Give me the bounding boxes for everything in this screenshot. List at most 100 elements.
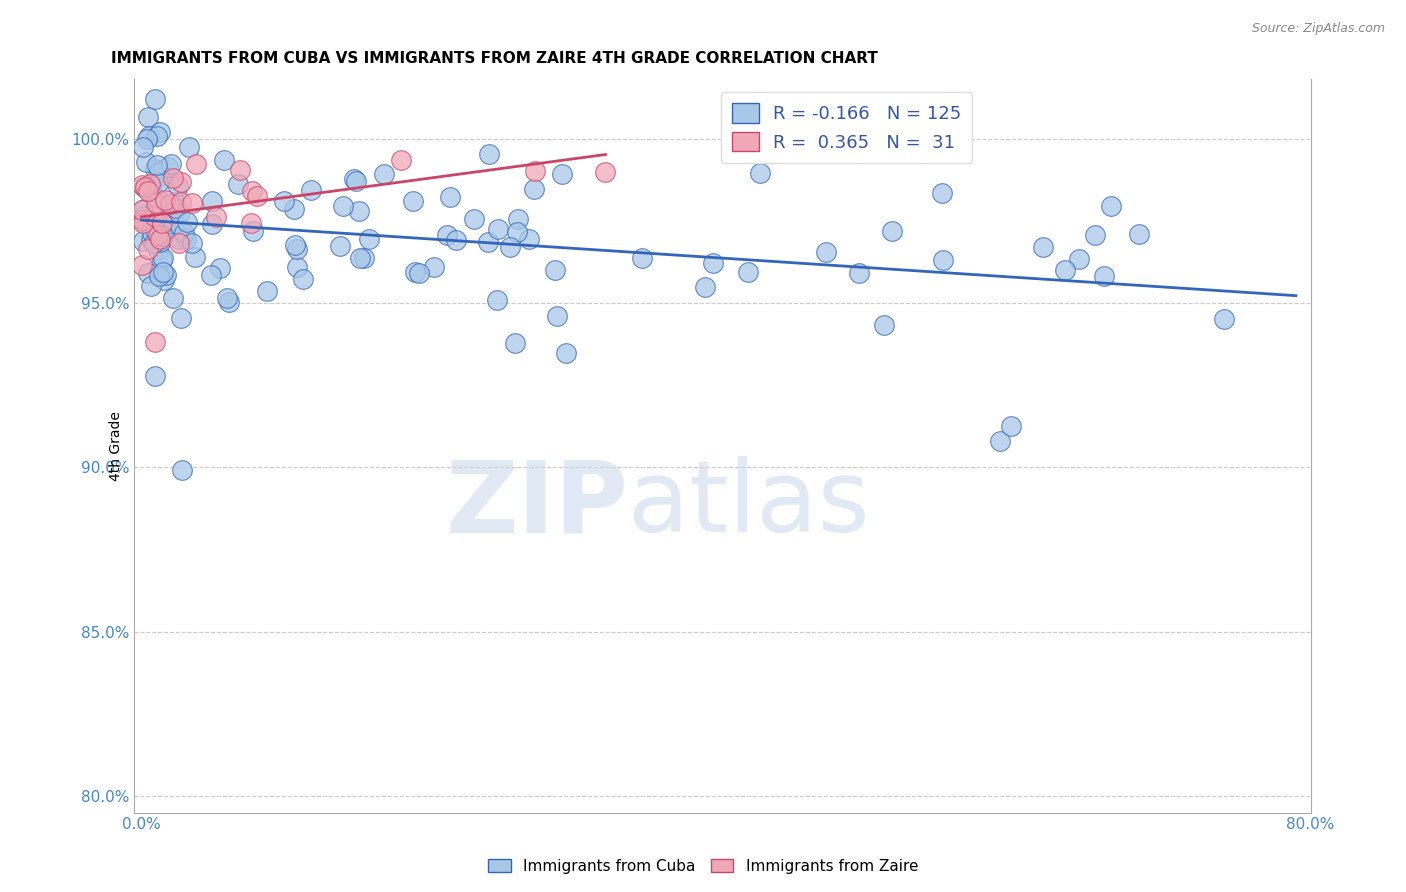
Point bbox=[359, 232, 381, 246]
Point bbox=[695, 280, 717, 294]
Point bbox=[284, 238, 307, 252]
Point bbox=[136, 132, 159, 146]
Point bbox=[167, 236, 190, 251]
Point bbox=[347, 204, 370, 219]
Point bbox=[131, 178, 153, 193]
Point bbox=[170, 194, 193, 209]
Point bbox=[1092, 268, 1115, 283]
Point bbox=[229, 162, 252, 177]
Point bbox=[463, 212, 485, 227]
Point bbox=[170, 310, 193, 325]
Point bbox=[256, 284, 278, 298]
Point bbox=[150, 216, 173, 230]
Text: Source: ZipAtlas.com: Source: ZipAtlas.com bbox=[1251, 22, 1385, 36]
Point bbox=[329, 239, 352, 253]
Point bbox=[148, 228, 170, 243]
Point bbox=[149, 125, 172, 139]
Point bbox=[814, 245, 837, 260]
Point bbox=[273, 194, 295, 208]
Point bbox=[205, 210, 228, 224]
Point bbox=[183, 251, 205, 265]
Y-axis label: 4th Grade: 4th Grade bbox=[110, 411, 122, 481]
Point bbox=[218, 294, 240, 309]
Point bbox=[134, 209, 156, 223]
Point bbox=[436, 228, 458, 243]
Point bbox=[486, 222, 509, 236]
Point bbox=[344, 174, 367, 188]
Point bbox=[1032, 240, 1054, 254]
Point bbox=[141, 226, 163, 240]
Point bbox=[285, 260, 308, 275]
Point bbox=[546, 309, 568, 323]
Point bbox=[228, 177, 250, 191]
Point bbox=[143, 335, 166, 350]
Point bbox=[132, 140, 155, 154]
Point bbox=[439, 190, 461, 204]
Point bbox=[152, 252, 174, 266]
Point bbox=[200, 268, 222, 282]
Point bbox=[132, 214, 155, 228]
Point bbox=[214, 153, 236, 167]
Point bbox=[135, 155, 157, 169]
Point bbox=[138, 128, 160, 143]
Point bbox=[1069, 252, 1091, 266]
Point bbox=[139, 177, 162, 191]
Point bbox=[239, 216, 262, 230]
Point bbox=[143, 223, 166, 237]
Point bbox=[1053, 262, 1076, 277]
Point bbox=[136, 242, 159, 256]
Point bbox=[163, 216, 186, 230]
Point bbox=[240, 184, 263, 198]
Point bbox=[517, 231, 540, 245]
Point bbox=[444, 233, 467, 247]
Point bbox=[349, 252, 371, 266]
Point bbox=[143, 92, 166, 106]
Point bbox=[174, 232, 197, 246]
Point bbox=[146, 198, 169, 212]
Point bbox=[391, 153, 413, 167]
Point bbox=[1212, 312, 1234, 326]
Point bbox=[595, 165, 617, 179]
Point bbox=[150, 221, 173, 235]
Point bbox=[131, 258, 153, 272]
Point bbox=[749, 165, 772, 179]
Point bbox=[505, 225, 527, 239]
Point bbox=[146, 128, 169, 143]
Point bbox=[292, 272, 315, 286]
Point bbox=[523, 181, 546, 195]
Point bbox=[200, 194, 222, 208]
Point bbox=[353, 251, 375, 265]
Point bbox=[880, 224, 903, 238]
Point bbox=[159, 157, 181, 171]
Point bbox=[152, 229, 174, 244]
Point bbox=[737, 265, 759, 279]
Point bbox=[143, 368, 166, 383]
Point bbox=[162, 291, 184, 305]
Point bbox=[702, 256, 724, 270]
Point bbox=[139, 180, 162, 194]
Point bbox=[554, 346, 576, 360]
Point bbox=[402, 194, 425, 208]
Text: ZIP: ZIP bbox=[446, 456, 628, 553]
Point bbox=[132, 180, 155, 194]
Point bbox=[544, 263, 567, 277]
Text: IMMIGRANTS FROM CUBA VS IMMIGRANTS FROM ZAIRE 4TH GRADE CORRELATION CHART: IMMIGRANTS FROM CUBA VS IMMIGRANTS FROM … bbox=[111, 51, 877, 66]
Point bbox=[423, 260, 446, 275]
Point bbox=[131, 202, 153, 217]
Point bbox=[1128, 227, 1150, 241]
Point bbox=[408, 266, 430, 280]
Point bbox=[848, 267, 870, 281]
Point bbox=[177, 140, 200, 154]
Point bbox=[931, 253, 953, 268]
Point bbox=[148, 244, 170, 258]
Point bbox=[283, 202, 305, 216]
Point bbox=[145, 195, 167, 210]
Point bbox=[478, 146, 501, 161]
Point bbox=[166, 178, 188, 193]
Point bbox=[141, 232, 163, 246]
Point bbox=[201, 217, 224, 231]
Point bbox=[477, 235, 499, 249]
Point bbox=[299, 183, 322, 197]
Point bbox=[1000, 418, 1022, 433]
Point bbox=[242, 224, 264, 238]
